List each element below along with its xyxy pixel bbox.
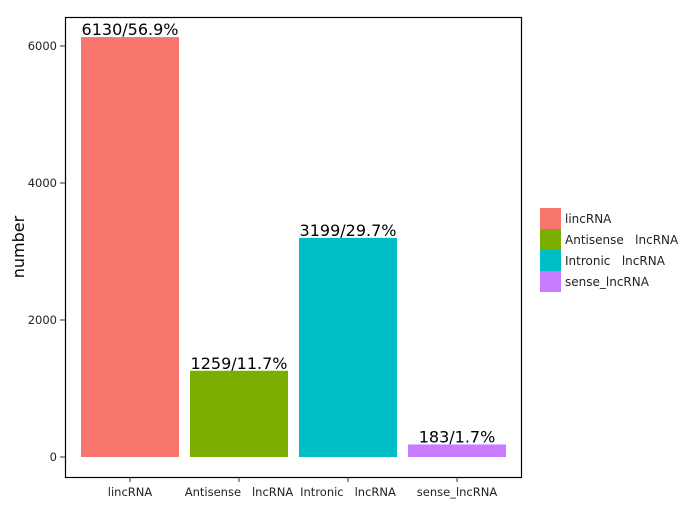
y-tick-label: 6000 [28, 39, 57, 53]
x-tick-label: lincRNA [108, 485, 153, 499]
bar-1 [190, 370, 288, 457]
data-label: 6130/56.9% [82, 20, 179, 39]
x-tick-label: Intronic lncRNA [300, 485, 396, 499]
legend-label: Antisense lncRNA [565, 233, 679, 247]
y-axis-label: number [9, 215, 28, 278]
data-label: 1259/11.7% [191, 354, 288, 373]
legend-swatch [540, 250, 561, 271]
data-label: 183/1.7% [419, 427, 496, 446]
bar-2 [299, 237, 397, 457]
x-tick-label: Antisense lncRNA [185, 485, 294, 499]
bar-0 [81, 37, 179, 457]
plot-panel [64, 16, 523, 479]
legend-swatch [540, 271, 561, 292]
legend-swatch [540, 208, 561, 229]
x-tick-label: sense_lncRNA [417, 485, 498, 499]
legend-label: Intronic lncRNA [565, 254, 666, 268]
legend-label: sense_lncRNA [565, 275, 650, 289]
legend-label: lincRNA [565, 212, 612, 226]
data-label: 3199/29.7% [300, 221, 397, 240]
legend-swatch [540, 229, 561, 250]
y-tick-label: 2000 [28, 313, 57, 327]
bar-3 [408, 444, 506, 457]
y-tick-label: 4000 [28, 176, 57, 190]
y-tick-label: 0 [50, 450, 57, 464]
